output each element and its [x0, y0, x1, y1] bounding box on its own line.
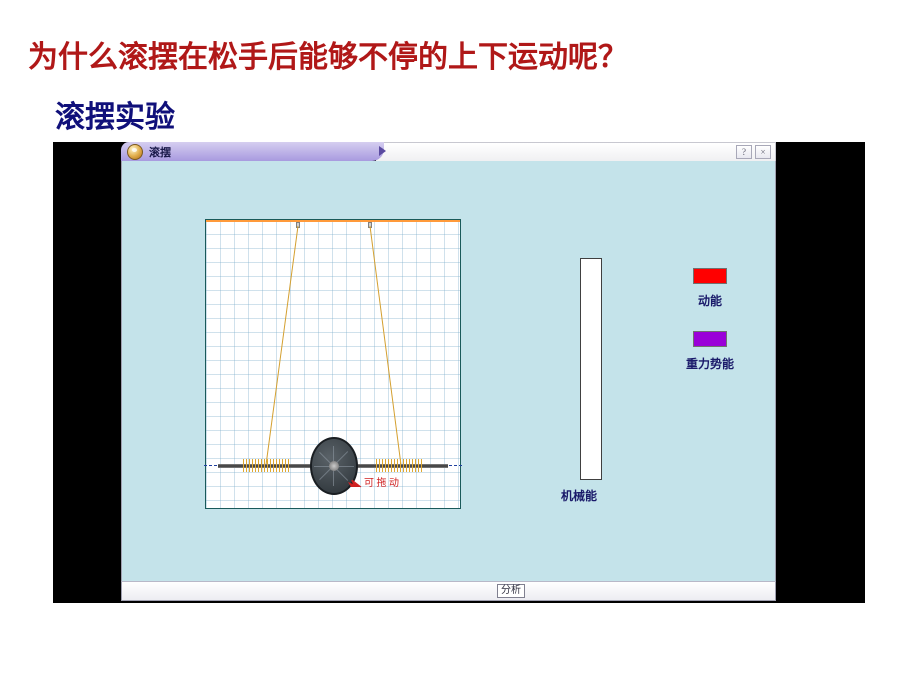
potential-energy-color-box: [693, 331, 727, 347]
mechanical-energy-bar: [580, 258, 602, 480]
support-bar: [206, 220, 460, 222]
app-body: 可 拖 动 机械能 动能 重力势能: [121, 161, 776, 581]
kinetic-energy-label: 动能: [698, 292, 722, 309]
window-titlebar: ? × 滚摆: [121, 142, 776, 161]
close-button[interactable]: ×: [755, 145, 771, 159]
app-icon: [127, 144, 143, 160]
analysis-button[interactable]: 分析: [497, 584, 525, 598]
hook-right: [368, 222, 372, 228]
kinetic-energy-color-box: [693, 268, 727, 284]
presentation-frame: ? × 滚摆: [53, 142, 865, 603]
help-button[interactable]: ?: [736, 145, 752, 159]
titlebar-right-section: ? ×: [376, 142, 776, 161]
close-button-label: ×: [760, 147, 765, 157]
titlebar-arrow-icon: [379, 146, 386, 156]
help-button-label: ?: [742, 147, 746, 157]
analysis-button-label: 分析: [501, 585, 521, 596]
title-text: 为什么滚摆在松手后能够不停的上下运动呢？: [28, 41, 628, 74]
hook-left: [296, 222, 300, 228]
main-question-title: 为什么滚摆在松手后能够不停的上下运动呢？: [28, 32, 628, 76]
drag-hint: 可 拖 动: [348, 474, 399, 489]
coil-right: [376, 459, 424, 472]
drag-hint-text: 可 拖 动: [364, 474, 399, 489]
simulation-window: ? × 滚摆: [121, 142, 776, 601]
mechanical-energy-label: 机械能: [561, 487, 597, 504]
simulation-canvas[interactable]: 可 拖 动: [205, 219, 461, 509]
coil-left: [243, 459, 291, 472]
titlebar-left-section: 滚摆: [121, 142, 384, 161]
window-statusbar: 分析: [121, 581, 776, 601]
experiment-subtitle: 滚摆实验: [55, 92, 175, 136]
potential-energy-label: 重力势能: [686, 355, 734, 372]
drag-arrow-icon: [348, 476, 362, 488]
wheel-hub: [329, 461, 339, 471]
subtitle-text: 滚摆实验: [55, 101, 175, 134]
window-title: 滚摆: [149, 144, 171, 160]
